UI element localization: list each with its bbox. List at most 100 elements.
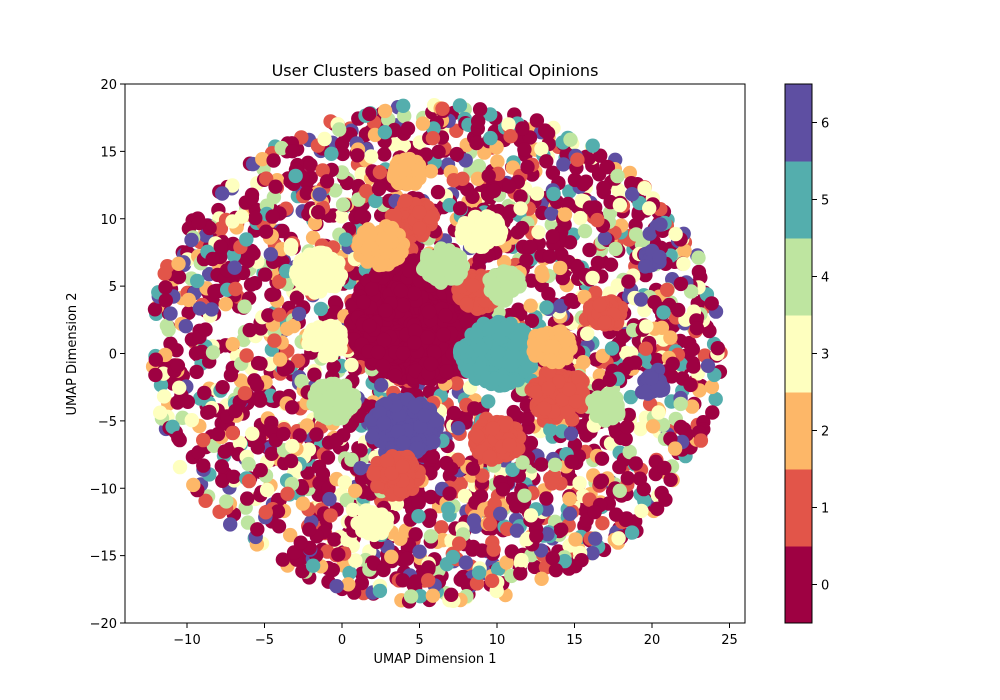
data-point [505,462,520,477]
data-point [649,501,665,516]
data-point [364,281,379,297]
data-point [488,371,503,386]
data-point [628,227,644,242]
data-point [421,304,437,320]
data-point [289,263,304,279]
data-point [426,434,441,450]
data-point [534,457,549,472]
data-point [590,255,606,271]
data-point [471,565,487,580]
data-point [252,393,268,408]
data-point [263,247,278,262]
data-point [412,205,427,220]
data-point [161,322,176,337]
data-point [585,270,600,286]
data-point [376,562,391,578]
data-point [348,483,363,498]
data-point [153,405,168,420]
data-point [495,482,511,497]
data-point [196,432,211,448]
data-point [324,339,340,354]
data-point [585,138,600,153]
data-point [379,511,395,526]
data-point [228,281,243,297]
data-point [280,321,295,336]
data-point [407,399,423,414]
data-point [436,327,451,342]
data-point [449,146,464,162]
data-point [612,197,628,213]
data-point [265,209,280,224]
data-point [156,389,172,404]
data-point [163,336,178,351]
data-point [198,322,213,337]
data-point [466,513,482,528]
data-point [253,321,268,336]
data-point [514,552,529,568]
data-point [465,461,481,476]
data-point [271,519,287,534]
data-point [556,157,571,172]
data-point [393,283,409,298]
data-point [225,337,240,352]
data-point [553,260,568,276]
data-point [285,144,300,159]
data-point [319,320,335,335]
data-point [660,282,675,298]
data-point [508,498,524,514]
data-point [490,345,505,360]
data-point [331,547,346,562]
data-point [205,345,221,360]
data-point [307,367,322,382]
data-point [225,178,240,193]
data-point [283,527,298,543]
data-point [184,413,199,428]
data-point [202,220,217,236]
data-point [529,529,544,544]
data-point [250,522,265,537]
data-point [528,385,544,400]
data-point [421,573,436,588]
data-point [178,319,193,334]
data-point [372,165,388,180]
data-point [258,224,274,239]
data-point [301,442,317,457]
data-point [332,122,347,137]
data-point [272,307,287,322]
data-point [172,380,187,395]
data-point [486,542,501,557]
data-point [539,154,554,169]
data-point [359,183,374,199]
data-point [214,459,229,474]
data-point [563,292,579,308]
data-point [268,179,283,194]
data-point [334,209,349,224]
data-point [597,315,612,330]
data-point [207,284,222,299]
data-point [362,228,378,244]
data-point [513,201,528,216]
data-point [293,535,308,550]
data-point [284,400,300,415]
data-point [285,438,300,454]
data-point [365,430,380,445]
data-point [540,126,556,141]
data-point [597,231,613,246]
data-point [261,308,276,323]
data-point [283,238,299,253]
data-point [312,187,327,202]
data-point [523,508,539,523]
data-point [485,421,501,436]
data-point [580,326,595,341]
data-point [685,342,700,357]
data-point [562,506,578,521]
data-point [255,152,270,167]
data-point [305,558,321,573]
data-point [329,432,344,448]
data-point [184,232,199,248]
data-point [196,458,211,473]
data-point [313,379,329,394]
data-point [291,306,307,322]
data-point [691,250,706,265]
data-point [590,212,605,228]
